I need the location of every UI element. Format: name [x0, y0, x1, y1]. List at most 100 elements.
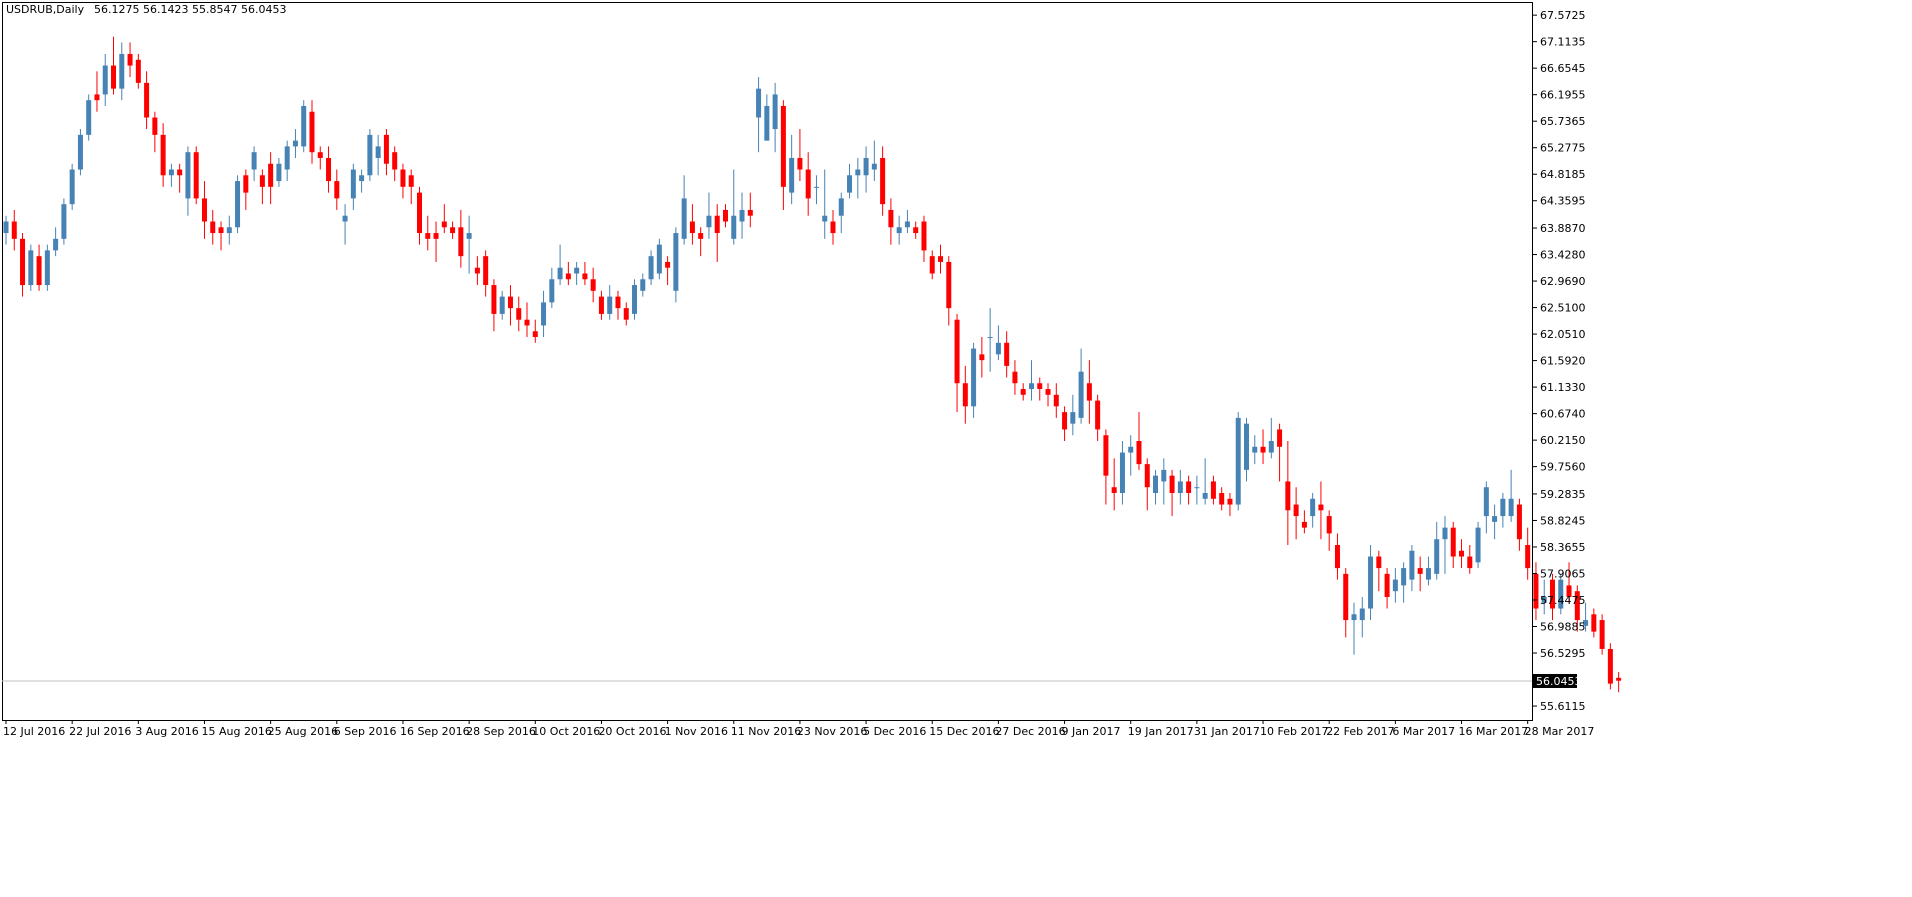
- y-tick-label: 59.2835: [1540, 488, 1586, 501]
- candle-body: [69, 169, 75, 205]
- candle-body: [1252, 446, 1258, 453]
- candle: [367, 129, 373, 182]
- candle-body: [1401, 568, 1407, 586]
- candle: [135, 53, 141, 89]
- candle: [317, 146, 323, 170]
- candle-body: [847, 175, 853, 193]
- candle: [94, 71, 100, 112]
- candle: [938, 244, 944, 274]
- candle: [1583, 602, 1589, 632]
- candle: [1483, 481, 1489, 534]
- x-tick-label: 28 Sep 2016: [466, 725, 536, 738]
- candle: [1376, 550, 1382, 592]
- candle: [474, 256, 480, 286]
- candle: [1566, 562, 1572, 603]
- candle-body: [946, 261, 952, 309]
- candle: [813, 175, 819, 205]
- candle-body: [1310, 498, 1316, 517]
- candle-body: [1078, 371, 1084, 418]
- candle: [28, 244, 34, 291]
- candle-body: [1508, 498, 1514, 517]
- candle-body: [1219, 492, 1225, 505]
- candle-body: [1417, 568, 1423, 574]
- candle-body: [1268, 441, 1274, 453]
- ohlc-values: 56.1275 56.1423 55.8547 56.0453: [94, 3, 286, 16]
- candle: [326, 146, 332, 193]
- candle: [268, 152, 274, 205]
- candle: [1037, 377, 1043, 401]
- y-tick-label: 62.5100: [1540, 302, 1586, 315]
- candle-body: [28, 250, 34, 286]
- candle: [408, 169, 414, 205]
- candle: [152, 111, 158, 153]
- candle: [706, 192, 712, 239]
- candle: [119, 42, 125, 101]
- candle: [1392, 568, 1398, 603]
- candle-body: [830, 221, 836, 234]
- candle: [144, 71, 150, 130]
- candle-body: [44, 250, 50, 286]
- candle: [623, 302, 629, 326]
- candle: [1086, 360, 1092, 424]
- candle-body: [805, 169, 811, 199]
- candle-body: [1425, 568, 1431, 580]
- candle-body: [417, 192, 422, 234]
- candle-body: [1467, 556, 1473, 569]
- x-tick-label: 6 Sep 2016: [334, 725, 397, 738]
- candle: [102, 53, 108, 106]
- candle-body: [632, 285, 638, 314]
- candle: [904, 209, 910, 234]
- candle-body: [1525, 544, 1531, 569]
- candle: [1591, 608, 1597, 638]
- candle-body: [425, 233, 431, 239]
- candle: [797, 129, 803, 182]
- candle-body: [342, 215, 348, 222]
- candle-body: [1558, 579, 1564, 609]
- candle: [689, 204, 695, 245]
- x-tick-label: 19 Jan 2017: [1128, 725, 1194, 738]
- y-tick-label: 55.6115: [1540, 700, 1586, 713]
- candle: [574, 261, 580, 286]
- candle-body: [441, 221, 447, 228]
- candle: [44, 244, 50, 291]
- candle-body: [582, 273, 588, 280]
- candle: [1516, 498, 1522, 551]
- candle-body: [979, 354, 985, 361]
- candle: [69, 163, 75, 210]
- candle-body: [1103, 435, 1109, 476]
- x-tick-label: 20 Oct 2016: [598, 725, 666, 738]
- x-tick-label: 27 Dec 2016: [995, 725, 1065, 738]
- candle-body: [954, 319, 960, 384]
- candle: [1136, 412, 1142, 470]
- candle-body: [913, 227, 919, 234]
- y-tick-label: 65.2775: [1540, 142, 1586, 155]
- y-tick-label: 65.7365: [1540, 115, 1586, 128]
- candle-body: [235, 181, 241, 228]
- x-axis: 12 Jul 2016 22 Jul 2016 3 Aug 2016 15 Aug 2…: [3, 720, 1594, 738]
- candle-body: [689, 221, 695, 234]
- x-tick-label: 1 Nov 2016: [665, 725, 728, 738]
- x-tick-label: 28 Mar 2017: [1525, 725, 1595, 738]
- y-tick-label: 59.7560: [1540, 461, 1586, 474]
- candle-body: [1053, 394, 1059, 407]
- candle: [1103, 429, 1109, 505]
- candle: [714, 204, 720, 262]
- candle-body: [516, 308, 522, 320]
- candle: [1252, 435, 1258, 465]
- candle: [433, 221, 439, 262]
- candle-body: [1442, 527, 1448, 540]
- candle-body: [995, 342, 1001, 355]
- candle-body: [863, 157, 869, 176]
- candle: [1442, 516, 1448, 574]
- candle: [11, 209, 17, 251]
- candle: [210, 209, 216, 245]
- candle: [1574, 585, 1580, 632]
- candle-body: [483, 256, 489, 286]
- candle-body: [1368, 556, 1374, 609]
- candle: [979, 337, 985, 378]
- candle-body: [747, 209, 753, 216]
- candle: [1045, 383, 1051, 407]
- candle: [822, 169, 828, 239]
- candle: [830, 209, 836, 245]
